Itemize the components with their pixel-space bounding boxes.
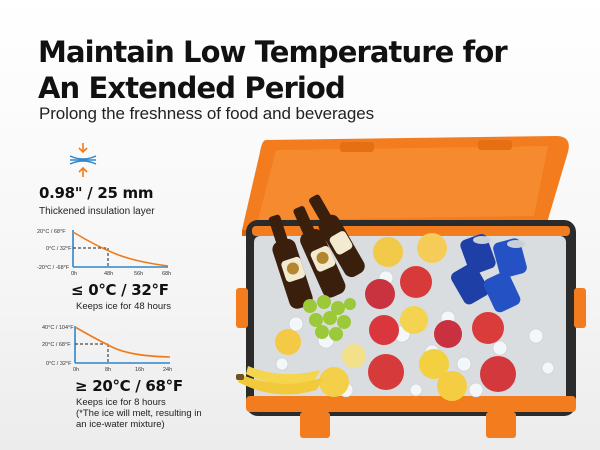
cool-headline: ≥ 20°C / 68°F bbox=[75, 377, 183, 395]
cool-caption-line-2: (*The ice will melt, resulting in bbox=[76, 408, 202, 419]
ice-x-tick-0: 0h bbox=[71, 271, 77, 277]
ice-retention-chart: 20°C / 68°F 0°C / 32°F -20°C / -68°F 0h … bbox=[37, 229, 171, 277]
cooler-illustration bbox=[236, 136, 586, 438]
grapes bbox=[303, 295, 356, 341]
title-line-1: Maintain Low Temperature for bbox=[38, 35, 508, 69]
insulation-caption: Thickened insulation layer bbox=[39, 206, 155, 217]
cooler-lid bbox=[242, 136, 569, 236]
ice-y-tick-top: 20°C / 68°F bbox=[37, 229, 66, 235]
cool-caption-line-3: an ice-water mixture) bbox=[76, 419, 165, 430]
ice-headline: ≤ 0°C / 32°F bbox=[71, 281, 169, 299]
cool-caption-line-1: Keeps ice for 8 hours bbox=[76, 397, 166, 408]
page-subtitle: Prolong the freshness of food and bevera… bbox=[39, 104, 374, 123]
cool-curve bbox=[74, 326, 171, 358]
ice-x-tick-2: 56h bbox=[134, 271, 143, 277]
cool-x-tick-3: 24h bbox=[163, 367, 172, 373]
cool-x-tick-1: 8h bbox=[105, 367, 111, 373]
cool-x-tick-2: 16h bbox=[135, 367, 144, 373]
bananas bbox=[236, 366, 322, 395]
cool-y-tick-top: 40°C / 104°F bbox=[42, 325, 74, 331]
compress-arrows-icon bbox=[69, 143, 97, 177]
ice-caption: Keeps ice for 48 hours bbox=[76, 301, 172, 312]
ice-y-tick-bottom: -20°C / -68°F bbox=[37, 265, 70, 271]
cool-x-tick-0: 0h bbox=[73, 367, 79, 373]
cool-caption: Keeps ice for 8 hours (*The ice will mel… bbox=[76, 397, 202, 430]
soda-cans bbox=[451, 233, 527, 313]
beer-bottles bbox=[268, 194, 365, 309]
fruits bbox=[275, 233, 516, 401]
insulation-thickness: 0.98" / 25 mm bbox=[39, 184, 154, 202]
cool-y-tick-bottom: 0°C / 32°F bbox=[46, 361, 72, 367]
cooling-chart: 40°C / 104°F 20°C / 68°F 0°C / 32°F 0h 8… bbox=[42, 325, 172, 373]
ice-y-tick-mid: 0°C / 32°F bbox=[46, 246, 72, 252]
ice-x-tick-3: 68h bbox=[162, 271, 171, 277]
ice-curve bbox=[72, 231, 169, 267]
ice-x-tick-1: 48h bbox=[104, 271, 113, 277]
page-title: Maintain Low Temperature for An Extended… bbox=[38, 34, 558, 106]
cool-y-tick-mid: 20°C / 68°F bbox=[42, 342, 71, 348]
title-line-2: An Extended Period bbox=[38, 71, 346, 105]
